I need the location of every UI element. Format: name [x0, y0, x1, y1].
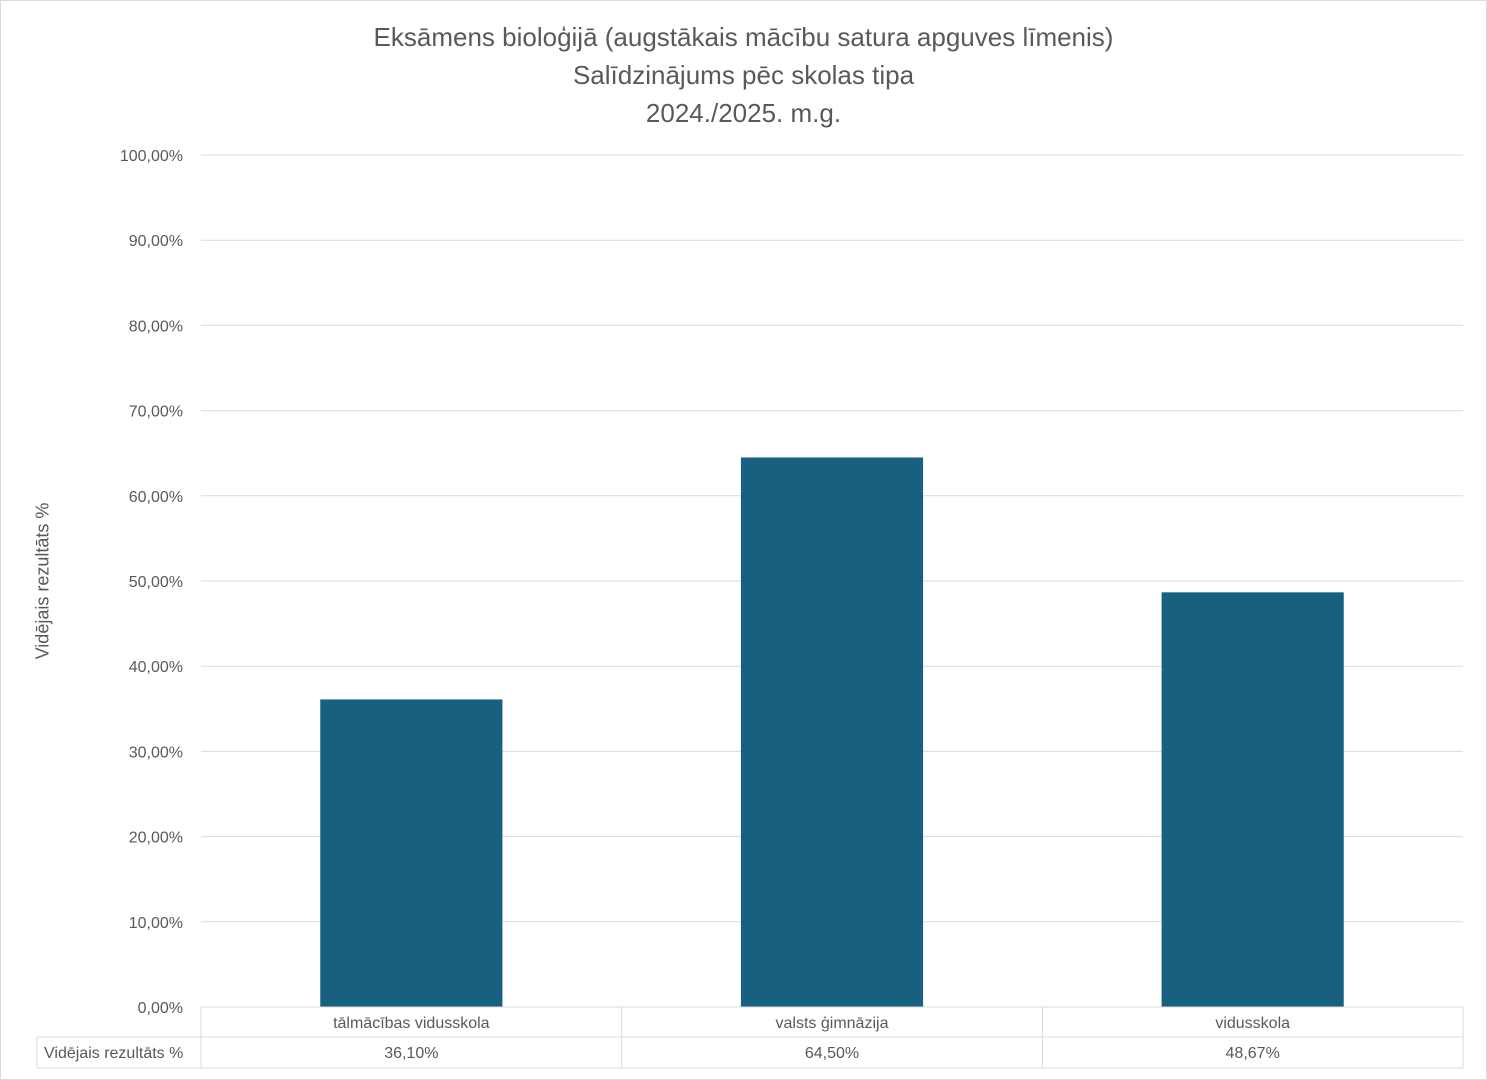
y-tick-label: 30,00%: [129, 744, 183, 761]
x-category-label: tālmācības vidusskola: [333, 1015, 490, 1032]
chart-subtitle-line-1: Salīdzinājums pēc skolas tipa: [572, 60, 915, 90]
y-tick-labels: 0,00% 10,00% 20,00% 30,00% 40,00% 50,00% 60,00…: [120, 148, 183, 1017]
bar: [1161, 592, 1344, 1007]
bar: [740, 457, 924, 1008]
chart-subtitle-line-2: 2024./2025. m.g.: [645, 98, 842, 128]
y-tick-label: 50,00%: [129, 574, 183, 591]
bars: [320, 457, 1344, 1008]
y-tick-label: 70,00%: [129, 404, 183, 421]
y-tick-label: 80,00%: [129, 318, 183, 335]
x-category-label: valsts ģimnāzija: [776, 1014, 889, 1032]
data-table: tālmācības vidusskola 36,10% valsts ģimnāz…: [36, 1006, 1464, 1069]
y-tick-label: 20,00%: [129, 830, 183, 847]
bar: [320, 699, 503, 1007]
data-value-label: 64,50%: [805, 1045, 859, 1062]
chart-title: Eksāmens bioloģijā (augstākais mācību sa…: [373, 22, 1114, 52]
y-tick-label: 60,00%: [129, 489, 183, 506]
data-value-label: 48,67%: [1226, 1045, 1280, 1062]
series-row-label: Vidējais rezultāts %: [44, 1045, 183, 1062]
x-category-label: vidusskola: [1215, 1015, 1290, 1032]
chart-title-block: Eksāmens bioloģijā (augstākais mācību sa…: [0, 18, 1487, 132]
y-tick-label: 10,00%: [129, 915, 183, 932]
data-value-label: 36,10%: [384, 1045, 438, 1062]
y-tick-label: 90,00%: [129, 233, 183, 250]
y-tick-label: 0,00%: [138, 1000, 183, 1017]
y-tick-label: 40,00%: [129, 659, 183, 676]
y-tick-label: 100,00%: [120, 148, 183, 165]
